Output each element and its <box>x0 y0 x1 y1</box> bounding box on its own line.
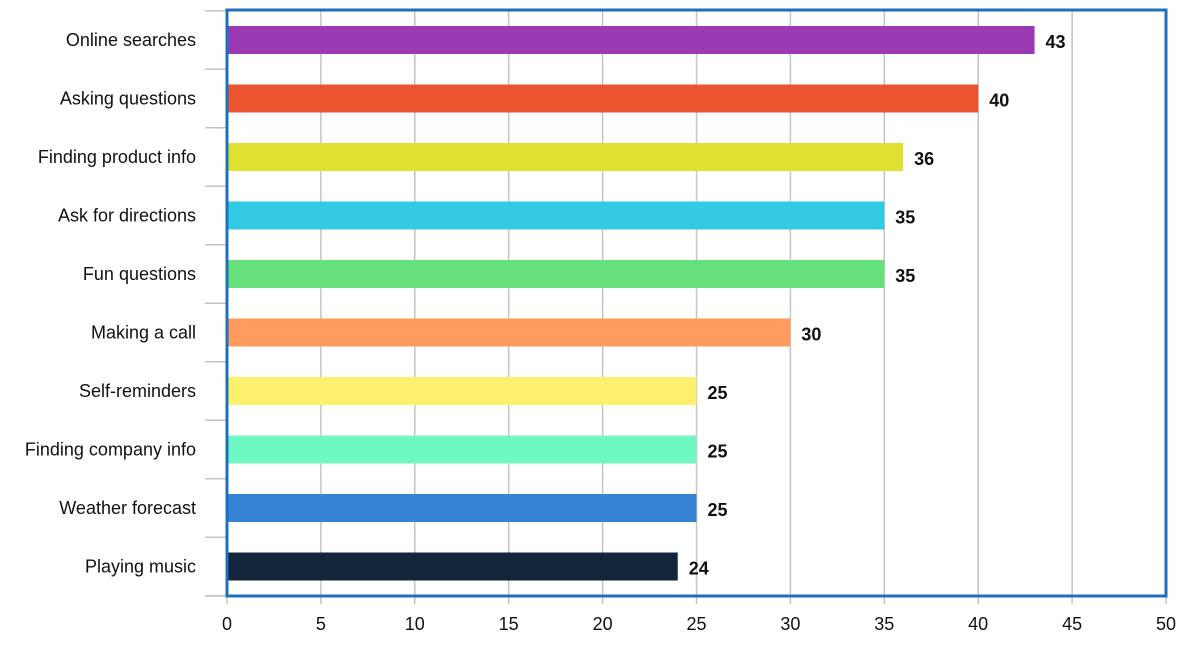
value-label: 36 <box>914 149 934 169</box>
labels: 0 5 10 15 20 25 30 35 40 45 50 Online searches 43 Ask… <box>25 30 1176 634</box>
category-label: Making a call <box>91 323 196 343</box>
x-tick-label: 40 <box>968 614 988 634</box>
value-label: 35 <box>895 208 915 228</box>
category-label: Finding company info <box>25 440 196 460</box>
bar-playing-music <box>227 552 678 581</box>
bars <box>227 26 1035 581</box>
bar-finding-product-info <box>227 143 904 171</box>
category-label: Playing music <box>85 557 196 577</box>
value-label: 43 <box>1046 32 1066 52</box>
bar-ask-for-directions <box>227 201 885 230</box>
x-tick-label: 15 <box>499 614 519 634</box>
bar-asking-questions <box>227 84 979 113</box>
x-tick-label: 25 <box>686 614 706 634</box>
category-label: Self-reminders <box>79 381 196 401</box>
x-tick-label: 0 <box>222 614 232 634</box>
value-label: 35 <box>895 266 915 286</box>
category-label: Asking questions <box>60 89 196 109</box>
category-label: Finding product info <box>38 147 196 167</box>
value-label: 25 <box>708 442 728 462</box>
value-label: 25 <box>708 383 728 403</box>
bar-fun-questions <box>227 260 885 288</box>
x-tick-label: 5 <box>316 614 326 634</box>
x-tick-label: 10 <box>405 614 425 634</box>
bar-self-reminders <box>227 377 697 405</box>
x-tick-label: 45 <box>1062 614 1082 634</box>
bar-finding-company-info <box>227 435 697 464</box>
x-tick-label: 50 <box>1156 614 1176 634</box>
x-tick-label: 35 <box>874 614 894 634</box>
x-tick-label: 20 <box>593 614 613 634</box>
value-label: 24 <box>689 559 709 579</box>
category-label: Online searches <box>66 30 196 50</box>
value-label: 30 <box>801 325 821 345</box>
category-label: Fun questions <box>83 264 196 284</box>
value-label: 40 <box>989 91 1009 111</box>
bar-weather-forecast <box>227 494 697 522</box>
bar-online-searches <box>227 26 1035 54</box>
category-label: Ask for directions <box>58 206 196 226</box>
category-label: Weather forecast <box>59 498 196 518</box>
bar-making-a-call <box>227 318 791 347</box>
plot-frame <box>225 8 1168 598</box>
x-tick-label: 30 <box>780 614 800 634</box>
plot-border <box>225 8 1168 598</box>
value-label: 25 <box>708 500 728 520</box>
